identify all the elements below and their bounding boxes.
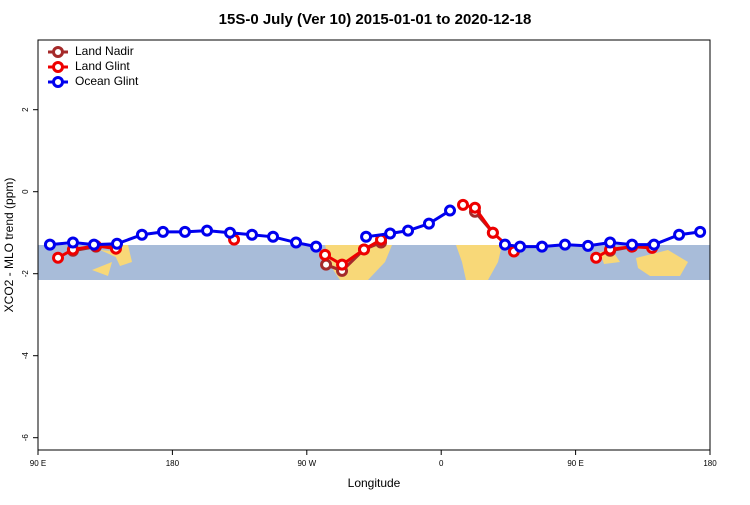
legend-label: Land Nadir xyxy=(75,44,134,58)
point xyxy=(52,251,65,264)
point xyxy=(178,225,191,238)
point xyxy=(486,226,499,239)
y-axis-label: XCO2 - MLO trend (ppm) xyxy=(2,178,16,313)
point xyxy=(648,238,660,251)
legend-marker xyxy=(52,46,64,58)
point xyxy=(267,230,280,243)
point xyxy=(310,240,323,253)
series-line xyxy=(49,209,701,249)
y-tick-label: -4 xyxy=(21,352,30,360)
y-tick-label: -2 xyxy=(21,270,30,278)
point xyxy=(319,248,332,261)
y-tick-label: 0 xyxy=(21,189,30,194)
point xyxy=(604,236,617,249)
point xyxy=(224,226,237,239)
point xyxy=(457,198,470,211)
x-tick-label: 90 E xyxy=(567,459,583,468)
point xyxy=(360,230,373,243)
x-tick-label: 180 xyxy=(703,459,717,468)
point xyxy=(581,239,594,252)
point xyxy=(245,228,258,241)
point xyxy=(590,251,603,264)
legend-label: Ocean Glint xyxy=(75,74,139,88)
point xyxy=(384,227,397,240)
point xyxy=(422,217,435,230)
point xyxy=(536,240,548,253)
point xyxy=(694,225,707,238)
x-tick-label: 180 xyxy=(166,459,180,468)
chart-title: 15S-0 July (Ver 10) 2015-01-01 to 2020-1… xyxy=(219,11,532,28)
point xyxy=(357,243,370,256)
point xyxy=(673,228,686,241)
point xyxy=(66,236,79,249)
point xyxy=(110,237,123,250)
point xyxy=(336,258,349,271)
legend-label: Land Glint xyxy=(75,59,130,73)
point xyxy=(320,258,333,271)
point xyxy=(43,238,56,251)
point xyxy=(402,224,415,237)
series-line xyxy=(57,203,653,267)
point xyxy=(135,228,148,241)
y-tick-label: -6 xyxy=(21,434,30,442)
point xyxy=(444,204,457,217)
x-tick-label: 90 E xyxy=(30,459,46,468)
legend-marker xyxy=(52,61,64,73)
legend-marker xyxy=(52,76,64,88)
x-axis-label: Longitude xyxy=(348,476,401,490)
point xyxy=(498,238,511,251)
point xyxy=(468,201,481,214)
x-tick-label: 0 xyxy=(439,459,444,468)
point xyxy=(558,238,571,251)
point xyxy=(201,224,214,237)
x-tick-label: 90 W xyxy=(297,459,316,468)
point xyxy=(514,240,527,253)
point xyxy=(88,238,100,251)
point xyxy=(290,236,303,249)
point xyxy=(626,238,639,251)
y-tick-label: 2 xyxy=(21,107,30,112)
plot-frame xyxy=(37,39,711,451)
point xyxy=(156,225,169,238)
